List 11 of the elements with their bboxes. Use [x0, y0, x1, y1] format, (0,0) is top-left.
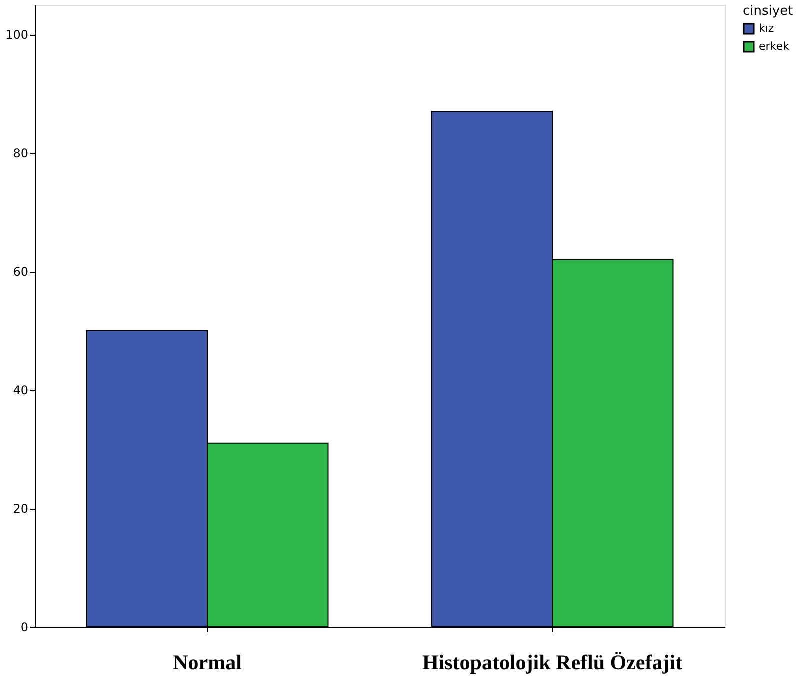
legend-label: kız: [759, 22, 774, 35]
y-tick-label: 80: [13, 146, 28, 161]
legend-title: cinsiyet: [743, 4, 794, 19]
x-tick-label: Normal: [173, 650, 242, 674]
legend-label: erkek: [759, 40, 790, 53]
y-tick-label: 100: [6, 28, 28, 42]
x-tick-label: Histopatolojik Reflü Özefajit: [422, 650, 683, 674]
y-tick-label: 0: [20, 620, 28, 634]
y-tick-label: 20: [13, 502, 28, 516]
y-tick-label: 60: [13, 265, 28, 280]
y-tick-label: 40: [13, 384, 28, 398]
